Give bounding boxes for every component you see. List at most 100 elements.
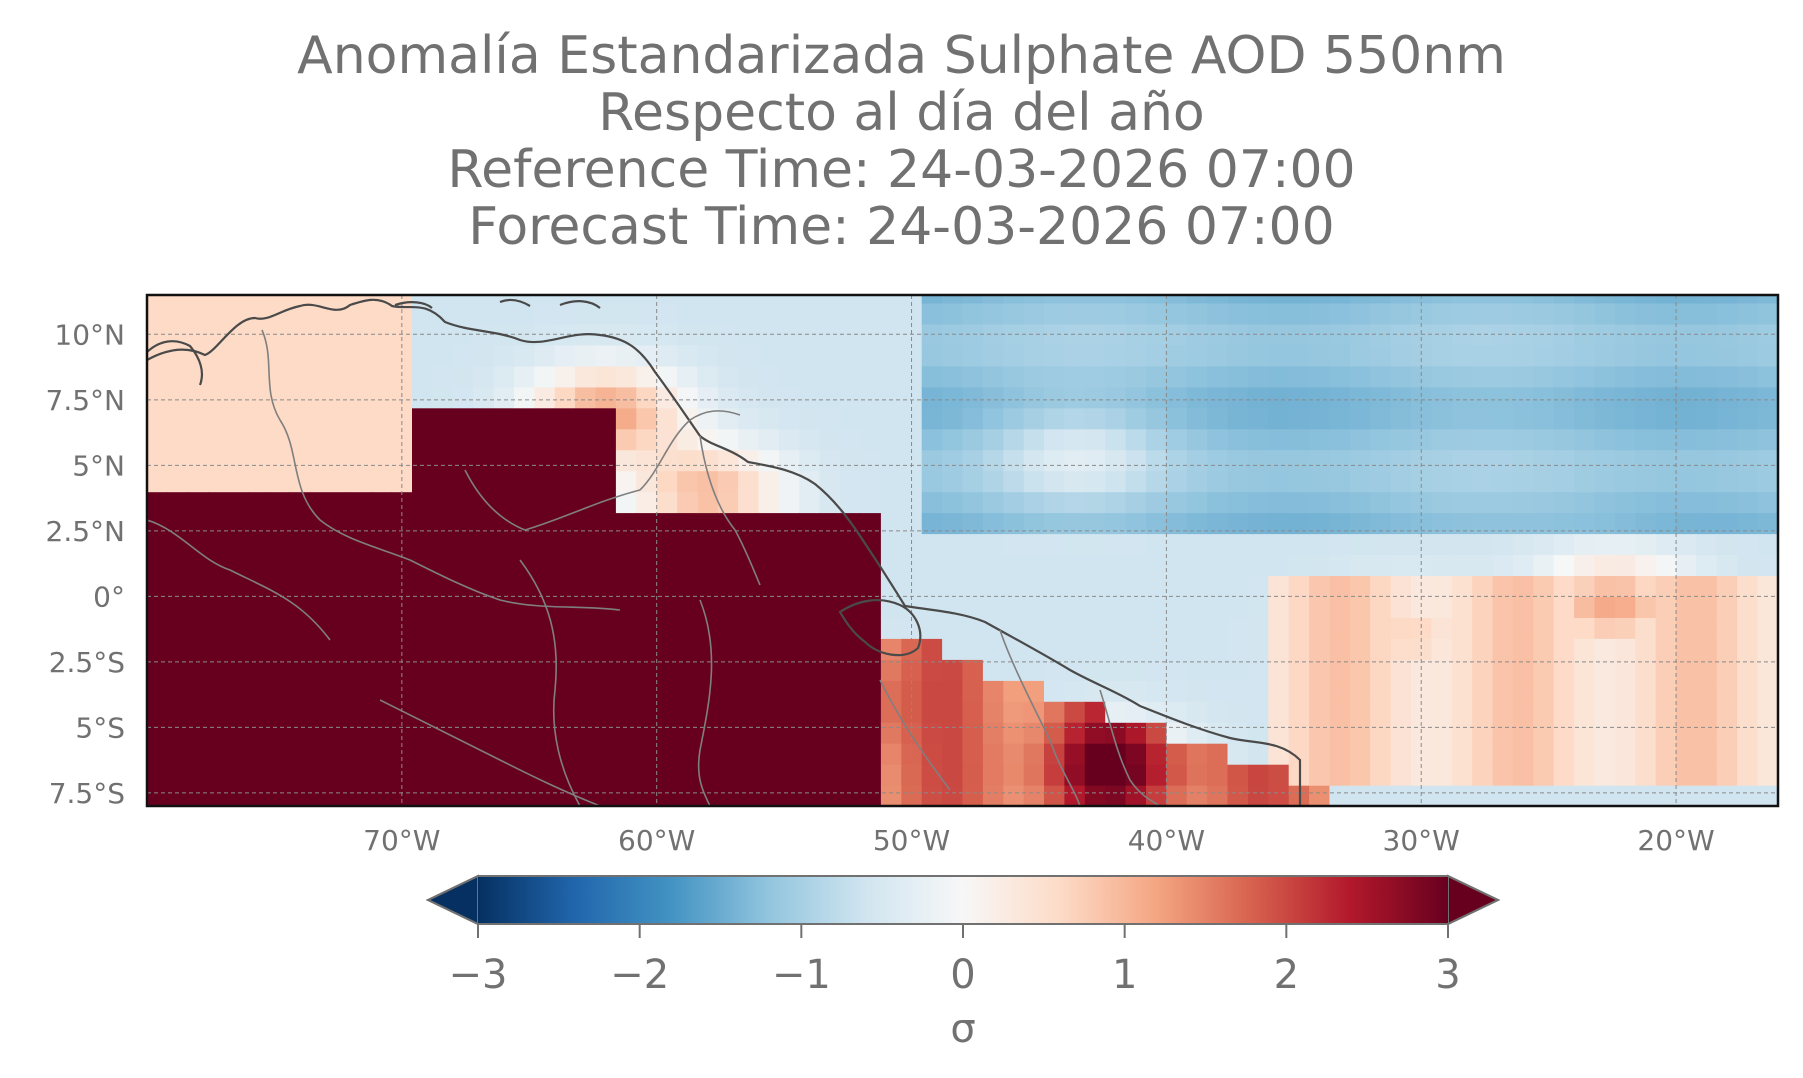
raster-cell <box>1309 365 1331 388</box>
raster-cell <box>1533 701 1555 723</box>
raster-cell <box>1207 295 1229 304</box>
raster-cell <box>248 344 270 367</box>
raster-cell <box>1574 295 1596 304</box>
raster-cell <box>269 491 291 514</box>
raster-cell <box>208 491 230 514</box>
raster-cell <box>371 449 393 472</box>
raster-cell <box>1635 344 1657 367</box>
raster-cell <box>310 295 332 304</box>
raster-cell <box>1472 491 1494 514</box>
raster-cell <box>1594 344 1616 367</box>
raster-cell <box>942 638 964 660</box>
raster-cell <box>208 680 230 702</box>
raster-cell <box>982 302 1004 325</box>
raster-cell <box>819 344 841 367</box>
raster-cell <box>1044 449 1065 472</box>
raster-cell <box>1146 512 1167 535</box>
raster-cell <box>289 533 311 556</box>
raster-cell <box>697 701 719 723</box>
raster-cell <box>1431 743 1453 765</box>
raster-cell <box>1757 302 1778 325</box>
raster-cell <box>1268 344 1290 367</box>
raster-cell <box>1105 785 1127 806</box>
raster-cell <box>1125 596 1147 618</box>
raster-cell <box>208 596 230 618</box>
raster-cell <box>1574 386 1596 409</box>
raster-cell <box>799 638 821 660</box>
raster-cell <box>1533 659 1555 681</box>
amazon-delta <box>838 599 922 657</box>
raster-cell <box>1778 513 1799 535</box>
raster-cell <box>697 554 719 576</box>
raster-cell <box>1451 638 1473 660</box>
raster-cell <box>1064 365 1086 388</box>
raster-cell <box>289 344 311 367</box>
raster-cell <box>228 344 250 367</box>
raster-cell <box>1778 722 1799 744</box>
raster-cell <box>1553 533 1575 556</box>
raster-cell <box>1247 680 1269 702</box>
raster-cell <box>1003 659 1025 681</box>
raster-cell <box>1105 365 1127 388</box>
raster-cell <box>1125 533 1147 556</box>
raster-cell <box>1003 386 1025 409</box>
raster-cell <box>880 764 902 786</box>
raster-cell <box>615 449 637 472</box>
raster-cell <box>514 659 535 681</box>
raster-cell <box>1084 533 1106 556</box>
raster-cell <box>1574 596 1596 618</box>
raster-cell <box>147 764 168 786</box>
raster-cell <box>758 302 780 325</box>
raster-cell <box>248 512 270 535</box>
raster-cell <box>1329 533 1351 556</box>
raster-cell <box>1064 386 1086 409</box>
raster-cell <box>167 386 189 409</box>
raster-cell <box>1105 470 1127 493</box>
raster-cell <box>677 302 699 325</box>
raster-cell <box>493 533 515 556</box>
raster-cell <box>432 295 454 304</box>
raster-cell <box>779 323 800 346</box>
raster-cell <box>289 407 311 430</box>
raster-cell <box>1268 659 1290 681</box>
raster-cell <box>534 302 556 325</box>
raster-cell <box>1696 701 1718 723</box>
raster-cell <box>330 449 352 472</box>
raster-cell <box>1757 785 1778 806</box>
raster-cell <box>636 764 658 786</box>
raster-cell <box>942 785 964 806</box>
raster-cell <box>1451 554 1473 576</box>
raster-cell <box>1309 785 1331 806</box>
raster-cell <box>1533 365 1555 388</box>
raster-cell <box>1655 554 1677 576</box>
raster-cell <box>432 491 454 514</box>
raster-cell <box>1105 295 1127 304</box>
raster-cell <box>493 449 515 472</box>
raster-cell <box>452 701 474 723</box>
raster-cell <box>1349 386 1371 409</box>
raster-cell <box>779 722 800 744</box>
raster-cell <box>1084 512 1106 535</box>
raster-cell <box>1207 554 1229 576</box>
raster-cell <box>432 512 454 535</box>
raster-cell <box>1247 575 1269 597</box>
raster-cell <box>1329 295 1351 304</box>
raster-cell <box>248 701 270 723</box>
raster-cell <box>1125 575 1147 597</box>
raster-cell <box>289 323 311 346</box>
raster-cell <box>167 659 189 681</box>
raster-cell <box>1309 638 1331 660</box>
raster-cell <box>554 680 576 702</box>
colorbar-tick-label: 3 <box>1435 952 1460 998</box>
raster-cell <box>1594 701 1616 723</box>
raster-cell <box>962 743 984 765</box>
raster-cell <box>330 554 352 576</box>
raster-cell <box>1676 596 1698 618</box>
raster-cell <box>758 323 780 346</box>
raster-cell <box>493 575 515 597</box>
raster-cell <box>1574 470 1596 493</box>
raster-cell <box>473 512 495 535</box>
raster-cell <box>1635 407 1657 430</box>
latitude-labels: 10°N7.5°N5°N2.5°N0°2.5°S5°S7.5°S <box>46 318 125 810</box>
raster-cell <box>1676 722 1698 744</box>
